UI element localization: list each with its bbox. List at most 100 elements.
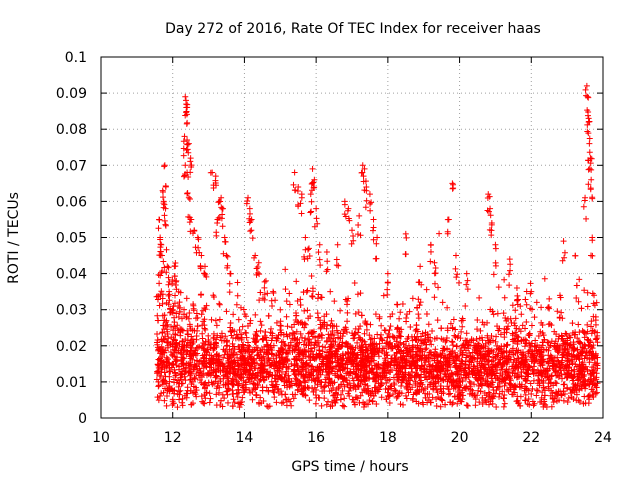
data-point <box>437 403 444 410</box>
data-point <box>252 311 259 318</box>
data-point <box>513 285 520 292</box>
data-point <box>378 322 385 329</box>
data-point <box>563 370 570 377</box>
data-point <box>364 401 371 408</box>
data-point <box>357 392 364 399</box>
data-point <box>584 121 591 128</box>
data-point <box>506 373 513 380</box>
y-tick-label: 0.02 <box>56 339 87 355</box>
data-point <box>283 331 290 338</box>
data-point <box>256 377 263 384</box>
data-point <box>161 217 168 224</box>
data-point <box>494 374 501 381</box>
data-point <box>375 374 382 381</box>
data-point <box>378 336 385 343</box>
data-point <box>161 201 168 208</box>
data-point <box>216 358 223 365</box>
data-point <box>230 396 237 403</box>
data-point <box>359 337 366 344</box>
data-point <box>188 380 195 387</box>
data-point <box>216 384 223 391</box>
data-point <box>551 395 558 402</box>
data-point <box>488 358 495 365</box>
data-point <box>391 381 398 388</box>
data-point <box>571 366 578 373</box>
data-point <box>592 321 599 328</box>
data-point <box>471 392 478 399</box>
data-point <box>171 387 178 394</box>
data-point <box>384 270 391 277</box>
data-point <box>188 352 195 359</box>
data-point <box>432 270 439 277</box>
data-point <box>192 244 199 251</box>
data-point <box>409 368 416 375</box>
data-point <box>593 370 600 377</box>
data-point <box>585 94 592 101</box>
data-point <box>264 349 271 356</box>
data-point <box>362 353 369 360</box>
data-point <box>234 354 241 361</box>
data-point <box>499 388 506 395</box>
data-point <box>502 314 509 321</box>
data-point <box>575 298 582 305</box>
data-point <box>505 388 512 395</box>
data-point <box>386 376 393 383</box>
data-point <box>556 315 563 322</box>
data-point <box>588 252 595 259</box>
data-point <box>294 187 301 194</box>
data-point <box>499 348 506 355</box>
data-point <box>415 311 422 318</box>
data-point <box>383 370 390 377</box>
data-point <box>477 388 484 395</box>
data-point <box>376 345 383 352</box>
data-point <box>532 337 539 344</box>
data-point <box>452 252 459 259</box>
data-point <box>343 329 350 336</box>
data-point <box>377 382 384 389</box>
data-point <box>562 345 569 352</box>
data-point <box>467 386 474 393</box>
data-point <box>329 353 336 360</box>
data-point <box>326 376 333 383</box>
data-point <box>328 317 335 324</box>
data-point <box>432 379 439 386</box>
data-point <box>217 397 224 404</box>
data-point <box>249 360 256 367</box>
data-point <box>485 357 492 364</box>
data-point <box>536 380 543 387</box>
data-point <box>444 216 451 223</box>
data-point <box>293 312 300 319</box>
data-point <box>479 319 486 326</box>
data-point <box>176 388 183 395</box>
data-point <box>318 294 325 301</box>
data-point <box>346 357 353 364</box>
data-point <box>230 391 237 398</box>
data-point <box>188 164 195 171</box>
data-point <box>484 319 491 326</box>
data-point <box>437 382 444 389</box>
data-point <box>229 375 236 382</box>
data-point <box>325 369 332 376</box>
data-point <box>424 384 431 391</box>
data-point <box>172 358 179 365</box>
data-point <box>293 278 300 285</box>
data-point <box>234 279 241 286</box>
data-point <box>216 300 223 307</box>
data-point <box>310 179 317 186</box>
data-point <box>173 349 180 356</box>
data-point <box>406 308 413 315</box>
data-point <box>451 360 458 367</box>
data-point <box>249 235 256 242</box>
data-point <box>273 352 280 359</box>
data-point <box>245 194 252 201</box>
data-point <box>409 352 416 359</box>
data-point <box>286 375 293 382</box>
data-point <box>466 369 473 376</box>
data-point <box>171 263 178 270</box>
data-point <box>583 82 590 89</box>
data-point <box>213 351 220 358</box>
data-point <box>510 359 517 366</box>
data-point <box>283 402 290 409</box>
data-point <box>256 271 263 278</box>
data-point <box>268 344 275 351</box>
